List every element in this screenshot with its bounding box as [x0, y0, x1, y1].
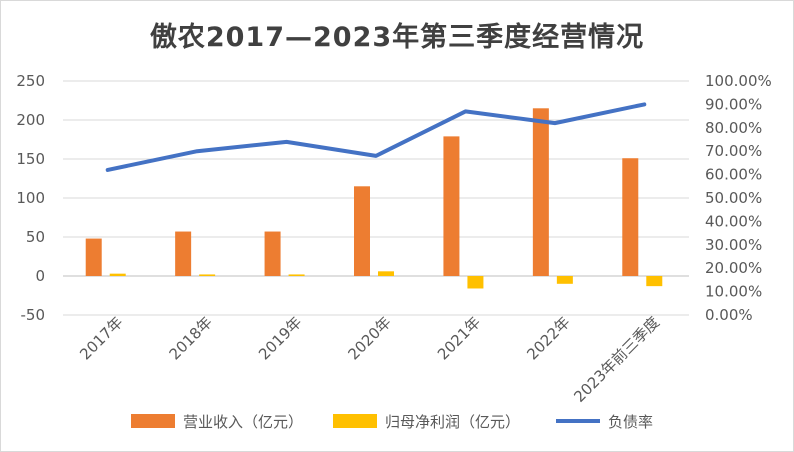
x-tick-label: 2017年: [76, 313, 126, 363]
line-debt-ratio: [105, 102, 647, 172]
y-right-tick-label: 90.00%: [705, 95, 762, 113]
bar-net-profit: [288, 274, 305, 276]
bar-net-profit: [378, 271, 394, 276]
bar-revenue: [532, 108, 549, 276]
x-tick-label: 2018年: [166, 313, 216, 363]
line-series: [105, 102, 647, 172]
legend: 营业收入（亿元） 归母净利润（亿元） 负债率: [131, 413, 653, 431]
y-right-tick-label: 70.00%: [705, 142, 762, 160]
y-right-tick-label: 0.00%: [705, 306, 753, 324]
y-right-tick-label: 40.00%: [705, 212, 762, 230]
bar-revenue: [264, 231, 281, 276]
bar-revenue: [85, 238, 102, 276]
y-left-tick-label: 50: [26, 228, 45, 246]
y-right-tick-label: 20.00%: [705, 259, 762, 277]
bar-revenue: [443, 136, 460, 276]
y-left-tick-label: 200: [16, 111, 45, 129]
y-right-tick-label: 100.00%: [705, 72, 772, 90]
y-right-tick-label: 60.00%: [705, 166, 762, 184]
x-tick-label: 2023年前三季度: [570, 313, 663, 406]
bar-revenue: [354, 186, 370, 276]
y-left-tick-label: 100: [16, 189, 45, 207]
bars: [85, 108, 663, 289]
legend-swatch: [333, 414, 377, 428]
y-right-tick-label: 10.00%: [705, 283, 762, 301]
y-left-tick-label: 250: [16, 72, 45, 90]
bar-net-profit: [646, 276, 663, 287]
x-tick-label: 2021年: [434, 313, 484, 363]
x-tick-label: 2020年: [344, 313, 394, 363]
y-right-tick-label: 80.00%: [705, 119, 762, 137]
bar-revenue: [175, 231, 192, 276]
y-left-tick-label: -50: [21, 306, 46, 324]
legend-label: 负债率: [608, 413, 653, 431]
y-right-tick-label: 30.00%: [705, 236, 762, 254]
y-left-tick-label: 0: [35, 267, 45, 285]
y-left-tick-label: 150: [16, 150, 45, 168]
bar-net-profit: [109, 273, 126, 276]
chart-title: 傲农2017—2023年第三季度经营情况: [149, 22, 645, 53]
x-tick-label: 2019年: [255, 313, 305, 363]
x-tick-label: 2022年: [523, 313, 573, 363]
legend-label: 归母净利润（亿元）: [385, 413, 520, 431]
bar-revenue: [622, 158, 639, 276]
gridlines: [63, 80, 689, 316]
legend-swatch: [131, 414, 175, 428]
axes: -50 0 50 100 150 200 250 0.00% 10.00% 20.00% 30.00…: [16, 72, 771, 406]
bar-net-profit: [467, 276, 484, 289]
legend-label: 营业收入（亿元）: [183, 413, 303, 431]
y-right-tick-label: 50.00%: [705, 189, 762, 207]
bar-net-profit: [556, 276, 573, 284]
bar-net-profit: [199, 274, 216, 276]
